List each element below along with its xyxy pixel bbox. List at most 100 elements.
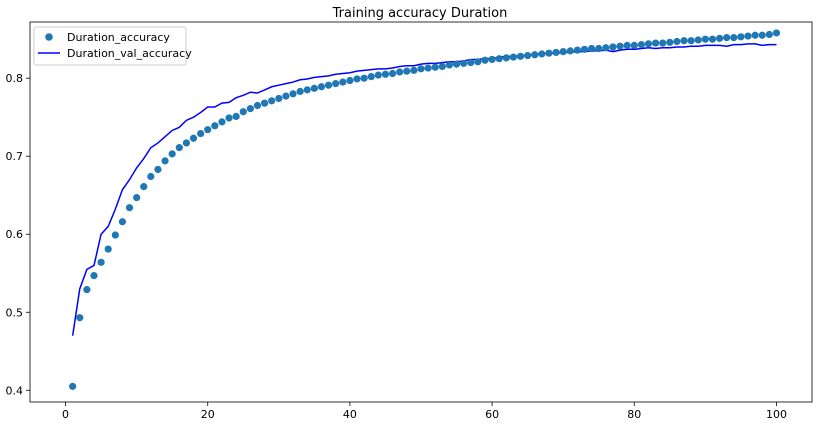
data-point-accuracy bbox=[687, 37, 695, 45]
data-point-accuracy bbox=[595, 44, 603, 53]
data-point-accuracy bbox=[516, 52, 525, 60]
data-point-accuracy bbox=[715, 34, 724, 42]
data-point-accuracy bbox=[474, 58, 482, 66]
data-point-accuracy bbox=[730, 34, 738, 42]
data-point-accuracy bbox=[360, 74, 368, 82]
data-point-accuracy bbox=[495, 55, 503, 63]
data-point-accuracy bbox=[431, 63, 439, 71]
data-point-accuracy bbox=[737, 33, 745, 41]
data-point-accuracy bbox=[765, 30, 773, 39]
data-point-accuracy bbox=[239, 108, 247, 116]
y-tick-label: 0.7 bbox=[6, 150, 24, 163]
data-point-accuracy bbox=[609, 43, 617, 51]
data-point-accuracy bbox=[76, 314, 84, 322]
y-tick-label: 0.4 bbox=[6, 384, 24, 397]
data-point-accuracy bbox=[317, 83, 326, 91]
legend-marker-accuracy bbox=[45, 33, 53, 41]
data-point-accuracy bbox=[744, 32, 752, 40]
data-point-accuracy bbox=[580, 45, 589, 53]
legend: Duration_accuracy Duration_val_accuracy bbox=[33, 26, 192, 66]
data-point-accuracy bbox=[140, 183, 148, 191]
data-point-accuracy bbox=[502, 54, 510, 62]
data-point-accuracy bbox=[673, 37, 681, 46]
data-point-accuracy bbox=[630, 41, 638, 50]
data-point-accuracy bbox=[424, 64, 432, 72]
data-point-accuracy bbox=[90, 271, 98, 280]
y-tick-label: 0.5 bbox=[6, 306, 24, 319]
data-point-accuracy bbox=[588, 44, 596, 53]
data-point-accuracy bbox=[524, 51, 532, 60]
data-point-accuracy bbox=[417, 65, 425, 73]
data-point-accuracy bbox=[161, 157, 169, 165]
x-tick-label: 0 bbox=[62, 408, 69, 421]
data-point-accuracy bbox=[559, 48, 567, 56]
legend-label-accuracy: Duration_accuracy bbox=[67, 31, 170, 44]
data-point-accuracy bbox=[111, 231, 119, 239]
data-point-accuracy bbox=[204, 126, 212, 134]
plot-frame bbox=[29, 21, 813, 403]
x-tick-label: 80 bbox=[627, 408, 641, 421]
data-point-accuracy bbox=[751, 31, 759, 39]
plot-area bbox=[69, 29, 781, 390]
data-point-accuracy bbox=[232, 112, 240, 121]
data-point-accuracy bbox=[104, 245, 112, 253]
data-point-accuracy bbox=[652, 39, 660, 47]
data-point-accuracy bbox=[410, 66, 418, 74]
data-point-accuracy bbox=[396, 68, 404, 76]
data-point-accuracy bbox=[616, 42, 624, 50]
data-point-accuracy bbox=[388, 69, 397, 78]
data-point-accuracy bbox=[758, 31, 766, 39]
x-tick-label: 100 bbox=[766, 408, 787, 421]
data-point-accuracy bbox=[189, 134, 198, 142]
data-point-accuracy bbox=[246, 105, 254, 113]
data-point-accuracy bbox=[282, 92, 290, 100]
data-point-accuracy bbox=[182, 139, 190, 147]
data-point-accuracy bbox=[374, 71, 382, 79]
data-point-accuracy bbox=[133, 193, 141, 202]
data-point-accuracy bbox=[452, 60, 461, 68]
data-point-accuracy bbox=[225, 114, 233, 122]
series-line-val-accuracy bbox=[71, 43, 777, 336]
data-point-accuracy bbox=[680, 37, 688, 45]
data-point-accuracy bbox=[659, 39, 667, 47]
data-point-accuracy bbox=[353, 75, 361, 83]
data-point-accuracy bbox=[261, 99, 269, 107]
data-point-accuracy bbox=[197, 129, 205, 138]
data-point-accuracy bbox=[253, 101, 262, 110]
data-point-accuracy bbox=[154, 165, 162, 174]
data-point-accuracy bbox=[481, 56, 489, 64]
data-point-accuracy bbox=[268, 97, 276, 105]
data-point-accuracy bbox=[488, 55, 496, 64]
data-point-accuracy bbox=[566, 47, 574, 55]
data-point-accuracy bbox=[538, 50, 546, 58]
data-point-accuracy bbox=[118, 218, 127, 226]
data-point-accuracy bbox=[723, 34, 731, 42]
data-point-accuracy bbox=[460, 59, 468, 67]
data-point-accuracy bbox=[602, 44, 610, 52]
data-point-accuracy bbox=[332, 80, 340, 88]
data-point-accuracy bbox=[367, 73, 375, 81]
data-point-accuracy bbox=[666, 38, 674, 46]
chart-title: Training accuracy Duration bbox=[332, 6, 508, 21]
data-point-accuracy bbox=[545, 49, 553, 57]
data-point-accuracy bbox=[175, 144, 183, 152]
data-point-accuracy bbox=[310, 84, 318, 92]
y-tick-label: 0.8 bbox=[6, 72, 24, 85]
data-point-accuracy bbox=[467, 58, 475, 67]
data-point-accuracy bbox=[403, 67, 411, 75]
data-point-accuracy bbox=[303, 86, 311, 94]
axes: 0 20 40 60 80 100 0.4 0.5 0.6 0.7 0.8 bbox=[6, 21, 813, 421]
data-point-accuracy bbox=[147, 172, 155, 181]
data-point-accuracy bbox=[97, 258, 105, 266]
data-point-accuracy bbox=[381, 70, 390, 78]
data-point-accuracy bbox=[445, 61, 454, 69]
data-point-accuracy bbox=[573, 46, 582, 54]
data-point-accuracy bbox=[324, 81, 333, 89]
legend-label-val-accuracy: Duration_val_accuracy bbox=[67, 47, 192, 60]
data-point-accuracy bbox=[531, 51, 539, 59]
data-point-accuracy bbox=[509, 53, 518, 61]
x-tick-label: 40 bbox=[343, 408, 357, 421]
x-tick-label: 60 bbox=[485, 408, 499, 421]
